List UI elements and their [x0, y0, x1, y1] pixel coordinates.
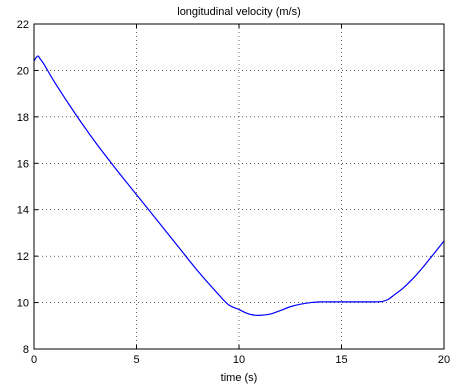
x-tick-label: 10 — [233, 354, 245, 366]
x-axis-label: time (s) — [221, 372, 258, 384]
y-tick-label: 16 — [17, 158, 29, 170]
y-tick-label: 8 — [23, 344, 29, 356]
plot-frame — [33, 23, 445, 350]
chart-title: longitudinal velocity (m/s) — [177, 6, 301, 18]
x-tick-label: 15 — [335, 354, 347, 366]
grid — [34, 24, 444, 349]
y-tick-label: 18 — [17, 112, 29, 124]
y-tick-label: 10 — [17, 298, 29, 310]
y-tick-label: 22 — [17, 19, 29, 31]
series-layer — [33, 55, 445, 316]
x-tick-label: 5 — [133, 354, 139, 366]
y-tick-label: 20 — [17, 65, 29, 77]
y-tick-label: 14 — [17, 205, 29, 217]
axis-ticks: 0 5 10 15 20 8 10 12 14 16 18 20 22 — [17, 19, 450, 366]
y-tick-label: 12 — [17, 251, 29, 263]
x-tick-label: 20 — [438, 354, 450, 366]
x-tick-label: 0 — [31, 354, 37, 366]
series-line-velocity — [33, 55, 445, 316]
